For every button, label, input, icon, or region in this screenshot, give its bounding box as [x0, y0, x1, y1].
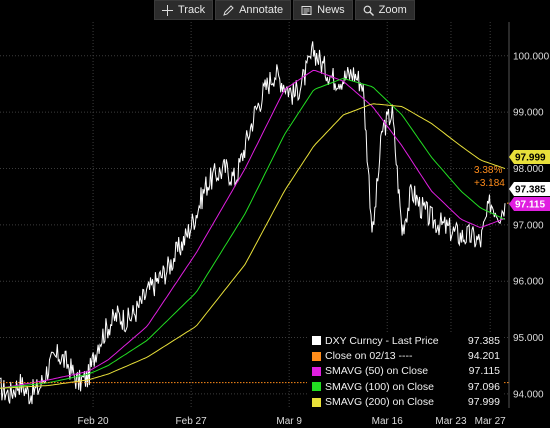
- x-tick-label: Mar 23: [435, 416, 467, 427]
- flag-last-price: 97.385: [509, 182, 550, 196]
- flag-smavg-200: 97.999: [509, 150, 550, 164]
- annotation-layer: 3.38% +3.184: [474, 165, 510, 204]
- legend-swatch: [312, 351, 321, 361]
- track-label: Track: [178, 4, 206, 16]
- annotate-label: Annotate: [239, 4, 284, 16]
- chart-legend: DXY Curncy - Last Price 97.385 Close on …: [307, 333, 503, 410]
- annotate-button[interactable]: Annotate: [215, 0, 292, 20]
- legend-value: 97.385: [467, 334, 500, 347]
- axis-layer: Feb 20 Feb 27 Mar 9 Mar 16 Mar 23 Mar 27 94.00…: [77, 22, 550, 427]
- legend-item-close-0213[interactable]: Close on 02/13 ---- 94.201: [307, 348, 503, 363]
- crosshair-icon: [162, 4, 173, 16]
- legend-label: DXY Curncy - Last Price: [325, 334, 439, 347]
- series-smavg-50-line: [0, 69, 506, 389]
- zoom-button[interactable]: Zoom: [354, 0, 415, 20]
- legend-swatch: [312, 336, 321, 346]
- legend-item-smavg-50[interactable]: SMAVG (50) on Close 97.115: [307, 364, 503, 379]
- pencil-icon: [223, 4, 234, 16]
- legend-label: SMAVG (200) on Close: [325, 396, 434, 409]
- flag-value: 97.115: [515, 200, 545, 211]
- x-tick-label: Mar 27: [475, 416, 507, 427]
- y-tick-label: 94.000: [513, 389, 544, 400]
- flag-smavg-50: 97.115: [509, 197, 550, 211]
- legend-swatch: [312, 382, 321, 392]
- y-tick-label: 95.000: [513, 333, 544, 344]
- annotation-change: +3.184: [474, 178, 505, 189]
- flag-shape: [509, 150, 550, 164]
- legend-value: 94.201: [467, 350, 500, 363]
- legend-value: 97.999: [467, 396, 500, 409]
- news-icon: [301, 5, 312, 15]
- chart-toolbar: Track Annotate News Zoom: [154, 0, 415, 20]
- y-tick-label: 100.000: [513, 51, 550, 62]
- legend-label: Close on 02/13 ----: [325, 350, 413, 363]
- series-smavg-100-line: [0, 77, 506, 389]
- legend-item-last-price[interactable]: DXY Curncy - Last Price 97.385: [307, 333, 503, 348]
- flag-value: 97.385: [515, 185, 546, 196]
- flag-shape: [509, 182, 550, 196]
- legend-label: SMAVG (100) on Close: [325, 380, 434, 393]
- legend-item-smavg-100[interactable]: SMAVG (100) on Close 97.096: [307, 379, 503, 394]
- zoom-label: Zoom: [378, 4, 407, 16]
- legend-value: 97.096: [467, 380, 500, 393]
- legend-value: 97.115: [468, 365, 500, 378]
- series-smavg-200-line: [0, 103, 506, 389]
- track-button[interactable]: Track: [154, 0, 214, 20]
- news-label: News: [317, 4, 345, 16]
- legend-label: SMAVG (50) on Close: [325, 365, 429, 378]
- y-tick-label: 98.000: [513, 164, 544, 175]
- x-tick-label: Feb 20: [77, 416, 109, 427]
- y-tick-label: 99.000: [513, 108, 544, 119]
- y-tick-label: 97.000: [513, 220, 544, 231]
- annotation-percent: 3.38%: [474, 165, 502, 176]
- y-tick-label: 96.000: [513, 277, 544, 288]
- legend-swatch: [312, 366, 321, 376]
- magnifier-icon: [363, 5, 374, 16]
- news-button[interactable]: News: [293, 0, 353, 20]
- x-tick-label: Feb 27: [176, 416, 208, 427]
- legend-swatch: [312, 397, 321, 407]
- series-last-price-line: [0, 41, 506, 405]
- flag-shape: [509, 197, 550, 211]
- x-tick-label: Mar 16: [372, 416, 404, 427]
- legend-item-smavg-200[interactable]: SMAVG (200) on Close 97.999: [307, 395, 503, 410]
- x-tick-label: Mar 9: [276, 416, 302, 427]
- flag-value: 97.999: [515, 153, 546, 164]
